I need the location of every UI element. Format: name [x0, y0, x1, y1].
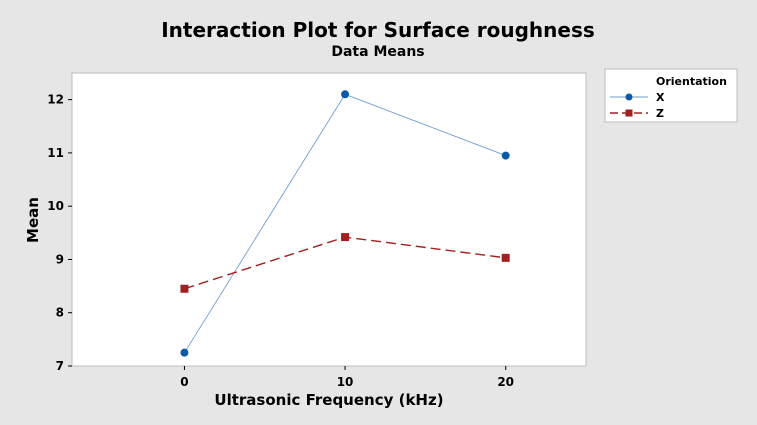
legend-label-z: Z [656, 107, 664, 120]
data-point-z-0 [180, 284, 189, 293]
x-tick-label: 0 [180, 375, 188, 389]
y-tick-label: 7 [56, 359, 64, 373]
x-tick-label: 10 [337, 375, 354, 389]
y-tick-label: 10 [47, 199, 64, 213]
legend: Orientation XZ [604, 68, 738, 123]
y-axis: 7 8 9 10 11 12 [47, 93, 72, 373]
x-axis: 0 10 20 [180, 366, 514, 389]
y-tick-label: 12 [47, 93, 64, 107]
data-point-x-0 [180, 348, 189, 357]
legend-marker-z [625, 109, 633, 117]
legend-label-x: X [656, 91, 665, 104]
plot-area [71, 72, 587, 367]
x-tick-label: 20 [497, 375, 514, 389]
legend-title: Orientation [656, 75, 727, 88]
data-point-z-1 [341, 233, 350, 242]
chart-title: Interaction Plot for Surface roughness [161, 18, 595, 42]
x-axis-label: Ultrasonic Frequency (kHz) [214, 391, 443, 409]
series-layer [180, 90, 510, 357]
data-point-x-1 [341, 90, 350, 99]
legend-marker-x [625, 93, 633, 101]
data-point-x-2 [501, 151, 510, 160]
y-axis-label: Mean [24, 197, 42, 243]
y-tick-label: 8 [56, 306, 64, 320]
legend-items: XZ [610, 91, 665, 120]
y-tick-label: 9 [56, 252, 64, 266]
data-point-z-2 [501, 253, 510, 262]
chart-subtitle: Data Means [331, 44, 424, 60]
y-tick-label: 11 [47, 146, 64, 160]
